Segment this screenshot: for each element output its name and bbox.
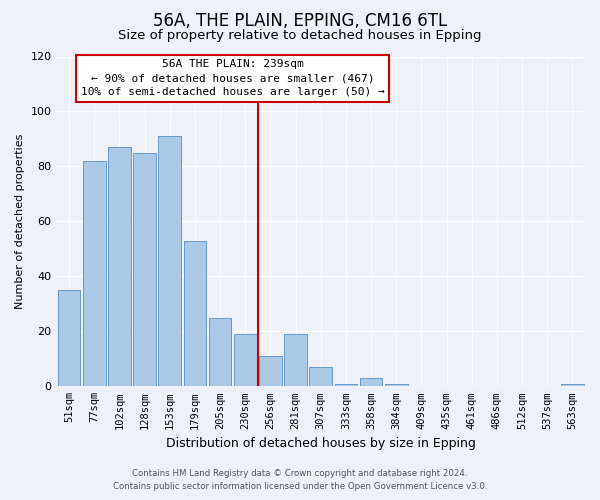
Bar: [385, 384, 407, 386]
Text: 56A, THE PLAIN, EPPING, CM16 6TL: 56A, THE PLAIN, EPPING, CM16 6TL: [153, 12, 447, 30]
Bar: [259, 356, 282, 386]
Bar: [335, 384, 357, 386]
Bar: [234, 334, 257, 386]
Bar: [209, 318, 232, 386]
Bar: [133, 152, 156, 386]
Bar: [561, 384, 584, 386]
Bar: [83, 161, 106, 386]
X-axis label: Distribution of detached houses by size in Epping: Distribution of detached houses by size …: [166, 437, 476, 450]
Bar: [108, 147, 131, 386]
Bar: [158, 136, 181, 386]
Y-axis label: Number of detached properties: Number of detached properties: [15, 134, 25, 309]
Bar: [284, 334, 307, 386]
Text: Size of property relative to detached houses in Epping: Size of property relative to detached ho…: [118, 29, 482, 42]
Text: 56A THE PLAIN: 239sqm
← 90% of detached houses are smaller (467)
10% of semi-det: 56A THE PLAIN: 239sqm ← 90% of detached …: [81, 59, 385, 97]
Bar: [360, 378, 382, 386]
Bar: [184, 240, 206, 386]
Text: Contains HM Land Registry data © Crown copyright and database right 2024.
Contai: Contains HM Land Registry data © Crown c…: [113, 470, 487, 491]
Bar: [58, 290, 80, 386]
Bar: [310, 367, 332, 386]
